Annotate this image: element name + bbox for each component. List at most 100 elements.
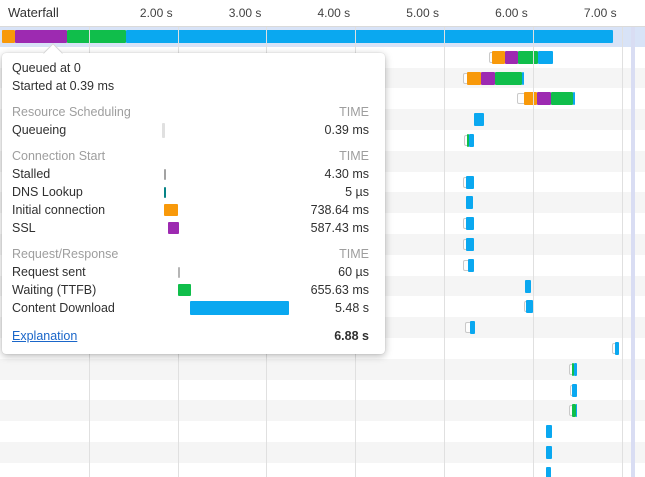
- timing-row-swatch: [178, 266, 180, 278]
- blue-timing-segment: [546, 466, 551, 477]
- timing-row-label: Content Download: [12, 301, 115, 315]
- purple-timing-segment: [505, 50, 518, 64]
- tooltip-section-header: Resource Scheduling TIME: [12, 105, 369, 119]
- timing-row-value: 5 µs: [345, 185, 369, 199]
- timing-row-swatch: [190, 301, 289, 315]
- blue-timing-segment: [466, 175, 474, 189]
- timing-row-swatch: [164, 204, 178, 216]
- timing-row-value: 0.39 ms: [324, 123, 369, 137]
- blue-timing-segment: [469, 133, 474, 147]
- waterfall-row[interactable]: [0, 379, 645, 401]
- tooltip-timing-row: Queueing 0.39 ms: [2, 121, 385, 139]
- timing-row-swatch: [168, 222, 179, 234]
- timing-row-swatch: [164, 186, 166, 198]
- request-timing-tooltip: Queued at 0 Started at 0.39 ms Resource …: [2, 43, 385, 354]
- explanation-link[interactable]: Explanation: [12, 329, 78, 343]
- timing-row-value: 60 µs: [338, 265, 369, 279]
- waterfall-row[interactable]: [0, 400, 645, 422]
- tooltip-section: Request/Response TIME Request sent 60 µs Wai…: [2, 245, 385, 317]
- tooltip-timing-row: Content Download 5.48 s: [2, 299, 385, 317]
- blue-timing-segment: [466, 196, 473, 210]
- timing-row-value: 4.30 ms: [324, 167, 369, 181]
- time-axis-label: 2.00 s: [139, 6, 173, 20]
- orange-timing-segment: [467, 71, 481, 85]
- timing-row-label: Request sent: [12, 265, 86, 279]
- blue-timing-segment: [470, 321, 475, 335]
- waterfall-row[interactable]: [0, 358, 645, 380]
- event-marker-line: [631, 26, 635, 477]
- tooltip-footer: Explanation 6.88 s: [2, 327, 385, 345]
- timing-row-label: Waiting (TTFB): [12, 283, 97, 297]
- timing-row-label: DNS Lookup: [12, 185, 83, 199]
- timing-row-label: Queueing: [12, 123, 67, 137]
- waterfall-row[interactable]: [0, 441, 645, 463]
- blue-timing-segment: [573, 92, 575, 106]
- tooltip-timing-row: Waiting (TTFB) 655.63 ms: [2, 281, 385, 299]
- tooltip-section: Resource Scheduling TIME Queueing 0.39 ms: [2, 103, 385, 139]
- time-axis-label: 7.00 s: [583, 6, 617, 20]
- blue-timing-segment: [574, 362, 577, 376]
- tooltip-timing-row: Initial connection 738.64 ms: [2, 201, 385, 219]
- blue-timing-segment: [466, 237, 474, 251]
- blue-timing-segment: [468, 258, 474, 272]
- time-axis-label: 6.00 s: [495, 6, 528, 20]
- orange-timing-segment: [2, 30, 15, 43]
- timing-row-value: 655.63 ms: [310, 283, 369, 297]
- tooltip-started-line: Started at 0.39 ms: [12, 79, 115, 93]
- blue-timing-segment: [474, 113, 484, 127]
- orange-timing-segment: [492, 50, 505, 64]
- timing-row-label: SSL: [12, 221, 36, 235]
- timing-row-value: 5.48 s: [334, 301, 369, 315]
- timing-row-swatch: [162, 122, 165, 138]
- purple-timing-segment: [15, 30, 67, 43]
- green-timing-segment: [518, 50, 538, 64]
- timing-row-swatch: [178, 284, 191, 296]
- purple-timing-segment: [481, 71, 495, 85]
- orange-timing-segment: [524, 92, 537, 106]
- tooltip-section-header: Connection Start TIME: [12, 149, 369, 163]
- tooltip-timing-row: SSL 587.43 ms: [2, 219, 385, 237]
- tooltip-section: Connection Start TIME Stalled 4.30 ms DNS Lo…: [2, 147, 385, 237]
- time-axis-label: 3.00 s: [228, 6, 262, 20]
- green-timing-segment: [551, 92, 573, 106]
- blue-timing-segment: [522, 71, 524, 85]
- timing-row-label: Stalled: [12, 167, 51, 181]
- gridline: [621, 20, 623, 477]
- blue-timing-segment: [126, 30, 613, 43]
- tooltip-timing-row: Request sent 60 µs: [2, 263, 385, 281]
- waterfall-row[interactable]: [0, 421, 645, 442]
- tooltip-timing-row: DNS Lookup 5 µs: [2, 183, 385, 201]
- gridline: [444, 20, 445, 477]
- tooltip-section-header: Request/Response TIME: [12, 247, 369, 261]
- purple-timing-segment: [537, 92, 551, 106]
- blue-timing-segment: [546, 425, 552, 439]
- blue-timing-segment: [546, 445, 552, 459]
- time-axis-label: 4.00 s: [317, 6, 351, 20]
- waterfall-column-header[interactable]: Waterfall 2.00 s 3.00 s 4.00 s 5.00 s 6.00 s…: [0, 0, 645, 27]
- timing-row-label: Initial connection: [12, 203, 106, 217]
- tooltip-queued-line: Queued at 0: [12, 61, 81, 75]
- green-timing-segment: [467, 133, 469, 147]
- tooltip-timing-row: Stalled 4.30 ms: [2, 165, 385, 183]
- timing-row-value: 738.64 ms: [310, 203, 369, 217]
- green-timing-segment: [572, 362, 574, 376]
- green-timing-segment: [495, 71, 522, 85]
- waterfall-column-title: Waterfall: [8, 5, 59, 20]
- total-time-value: 6.88 s: [334, 329, 369, 343]
- blue-timing-segment: [526, 300, 533, 314]
- blue-timing-segment: [576, 404, 577, 418]
- time-axis-label: 5.00 s: [406, 6, 439, 20]
- blue-timing-segment: [466, 217, 474, 231]
- green-timing-segment: [572, 404, 576, 418]
- blue-timing-segment: [572, 383, 577, 397]
- blue-timing-segment: [615, 341, 619, 355]
- green-timing-segment: [67, 30, 126, 43]
- timing-row-swatch: [164, 168, 166, 180]
- blue-timing-segment: [525, 279, 531, 293]
- waterfall-row[interactable]: [0, 26, 645, 47]
- gridline: [532, 20, 534, 477]
- blue-timing-segment: [538, 50, 553, 64]
- waterfall-row[interactable]: [0, 462, 645, 477]
- timing-row-value: 587.43 ms: [310, 221, 369, 235]
